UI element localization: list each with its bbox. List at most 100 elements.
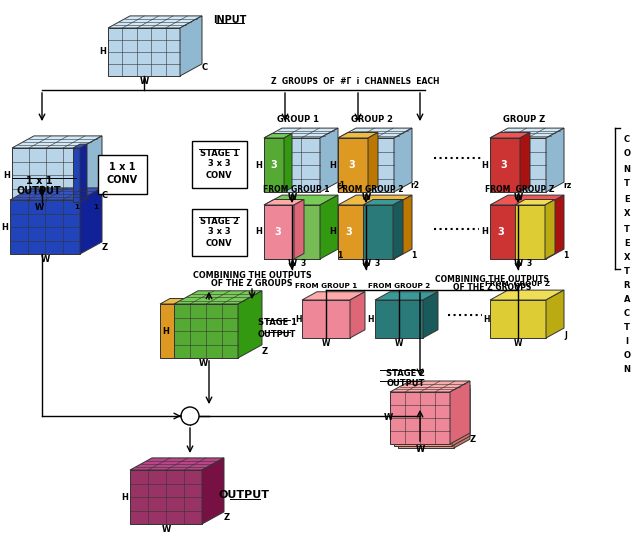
Text: 1 x 1: 1 x 1 <box>26 176 52 186</box>
Polygon shape <box>490 290 564 300</box>
Polygon shape <box>108 16 202 28</box>
Polygon shape <box>80 136 102 202</box>
Polygon shape <box>394 195 412 259</box>
Text: H: H <box>163 326 170 336</box>
Text: W: W <box>513 192 523 202</box>
Text: Z: Z <box>262 347 268 357</box>
Text: STAGE 2: STAGE 2 <box>387 368 426 377</box>
Polygon shape <box>264 205 294 259</box>
Text: OF THE Z GROUPS: OF THE Z GROUPS <box>453 283 531 291</box>
Circle shape <box>181 407 199 425</box>
Text: W: W <box>140 76 148 85</box>
Text: W: W <box>362 259 371 269</box>
Polygon shape <box>490 195 564 205</box>
Polygon shape <box>338 132 378 138</box>
Text: 3: 3 <box>349 160 355 170</box>
Polygon shape <box>515 205 545 259</box>
Text: OF THE Z GROUPS: OF THE Z GROUPS <box>211 279 293 288</box>
Polygon shape <box>490 128 564 138</box>
Text: H: H <box>368 315 374 324</box>
Text: A: A <box>624 295 630 305</box>
Polygon shape <box>338 195 412 205</box>
Text: STAGE 1: STAGE 1 <box>257 318 296 327</box>
Polygon shape <box>350 292 365 338</box>
Polygon shape <box>320 128 338 192</box>
Text: R: R <box>624 281 630 290</box>
Text: H: H <box>483 315 489 324</box>
Polygon shape <box>363 205 393 259</box>
Polygon shape <box>375 292 438 300</box>
Text: W: W <box>513 259 523 269</box>
Polygon shape <box>294 199 304 259</box>
Text: W: W <box>415 444 424 454</box>
Polygon shape <box>264 134 292 138</box>
Text: r2: r2 <box>410 182 419 191</box>
Text: H: H <box>295 315 301 324</box>
Text: H: H <box>100 48 106 57</box>
Text: CONV: CONV <box>106 175 138 185</box>
Polygon shape <box>80 144 87 202</box>
Polygon shape <box>546 128 564 192</box>
Text: H: H <box>255 228 262 237</box>
Text: W: W <box>362 192 371 202</box>
Text: FROM  GROUP Z: FROM GROUP Z <box>485 281 550 287</box>
Polygon shape <box>394 128 412 192</box>
Polygon shape <box>174 291 262 304</box>
Polygon shape <box>130 470 202 524</box>
Text: FROM  GROUP Z: FROM GROUP Z <box>485 184 555 193</box>
Text: O: O <box>623 351 630 361</box>
Text: OUTPUT: OUTPUT <box>218 490 269 500</box>
Polygon shape <box>302 300 350 338</box>
Polygon shape <box>375 300 423 338</box>
Text: H: H <box>330 161 337 170</box>
Polygon shape <box>338 205 394 259</box>
Polygon shape <box>302 292 365 300</box>
Text: C: C <box>102 192 108 201</box>
Text: 3: 3 <box>526 259 532 269</box>
Text: N: N <box>623 165 630 173</box>
Polygon shape <box>452 385 470 446</box>
Text: COMBINING THE OUTPUTS: COMBINING THE OUTPUTS <box>193 271 312 280</box>
Polygon shape <box>284 134 292 192</box>
FancyBboxPatch shape <box>191 141 246 187</box>
Polygon shape <box>338 128 412 138</box>
Text: Z: Z <box>102 244 108 253</box>
Text: FROM GROUP 2: FROM GROUP 2 <box>368 283 430 289</box>
Text: H: H <box>122 493 129 501</box>
Polygon shape <box>264 138 284 192</box>
Text: 1 x 1: 1 x 1 <box>109 162 135 172</box>
Text: X: X <box>624 254 630 263</box>
Text: T: T <box>624 268 630 276</box>
Text: 3: 3 <box>271 160 277 170</box>
Text: 1: 1 <box>412 250 417 259</box>
Polygon shape <box>450 381 470 444</box>
Polygon shape <box>423 292 438 338</box>
Text: OUTPUT: OUTPUT <box>258 330 296 339</box>
Polygon shape <box>160 304 178 358</box>
Text: W: W <box>322 338 330 347</box>
Text: E: E <box>624 239 630 249</box>
Text: W: W <box>287 192 296 202</box>
Text: COMBINING THE OUTPUTS: COMBINING THE OUTPUTS <box>435 275 549 285</box>
Polygon shape <box>398 398 454 448</box>
Text: OUTPUT: OUTPUT <box>17 186 61 196</box>
Text: INPUT: INPUT <box>213 15 246 25</box>
Text: 3: 3 <box>500 160 508 170</box>
Text: Z  GROUPS  OF  #Γ  i  CHANNELS  EACH: Z GROUPS OF #Γ i CHANNELS EACH <box>271 78 439 86</box>
Text: H: H <box>1 223 8 232</box>
Text: C: C <box>202 64 208 73</box>
Polygon shape <box>73 148 80 202</box>
Text: 3: 3 <box>275 227 282 237</box>
Text: H: H <box>481 228 488 237</box>
Polygon shape <box>264 205 320 259</box>
Text: W: W <box>161 525 171 534</box>
Text: STAGE 2: STAGE 2 <box>200 217 239 225</box>
Text: I: I <box>625 337 628 346</box>
Polygon shape <box>320 195 338 259</box>
Text: W: W <box>35 203 44 212</box>
Text: 3: 3 <box>374 259 380 269</box>
Polygon shape <box>10 188 102 200</box>
Text: Z: Z <box>470 434 476 444</box>
Polygon shape <box>454 389 470 448</box>
Text: O: O <box>623 150 630 158</box>
